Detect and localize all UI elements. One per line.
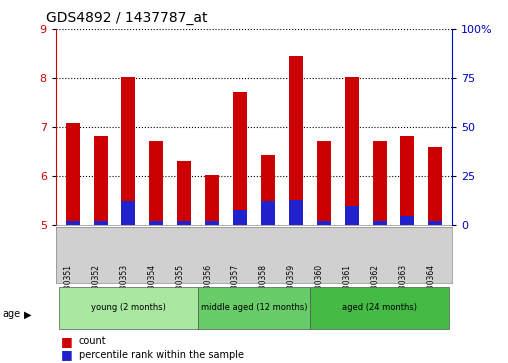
Bar <box>345 77 359 225</box>
Bar <box>400 216 415 225</box>
Bar <box>198 287 310 329</box>
Bar <box>121 77 136 225</box>
Bar <box>149 141 163 225</box>
Bar <box>121 200 136 225</box>
Bar <box>233 92 247 225</box>
Bar <box>66 221 80 225</box>
Bar <box>205 175 219 225</box>
Bar <box>177 221 191 225</box>
Text: GDS4892 / 1437787_at: GDS4892 / 1437787_at <box>46 11 207 25</box>
Text: ■: ■ <box>61 348 73 362</box>
Bar <box>93 221 108 225</box>
Text: ■: ■ <box>61 335 73 348</box>
Bar <box>177 161 191 225</box>
Text: young (2 months): young (2 months) <box>91 303 166 312</box>
Bar <box>261 155 275 225</box>
Bar <box>289 200 303 225</box>
Bar <box>372 221 387 225</box>
Bar <box>317 221 331 225</box>
Text: count: count <box>79 336 106 346</box>
Text: middle aged (12 months): middle aged (12 months) <box>201 303 307 312</box>
Bar <box>58 287 198 329</box>
Bar <box>93 136 108 225</box>
Bar <box>400 136 415 225</box>
Bar <box>372 141 387 225</box>
Text: age: age <box>3 309 21 319</box>
Bar <box>261 200 275 225</box>
Bar <box>428 221 442 225</box>
Bar <box>233 211 247 225</box>
Bar <box>428 147 442 225</box>
Bar <box>310 287 450 329</box>
Bar <box>66 123 80 225</box>
Bar <box>205 221 219 225</box>
Bar <box>345 207 359 225</box>
Text: percentile rank within the sample: percentile rank within the sample <box>79 350 244 360</box>
Bar <box>149 221 163 225</box>
Text: aged (24 months): aged (24 months) <box>342 303 417 312</box>
Bar <box>289 56 303 225</box>
Bar <box>317 141 331 225</box>
Text: ▶: ▶ <box>24 310 32 320</box>
